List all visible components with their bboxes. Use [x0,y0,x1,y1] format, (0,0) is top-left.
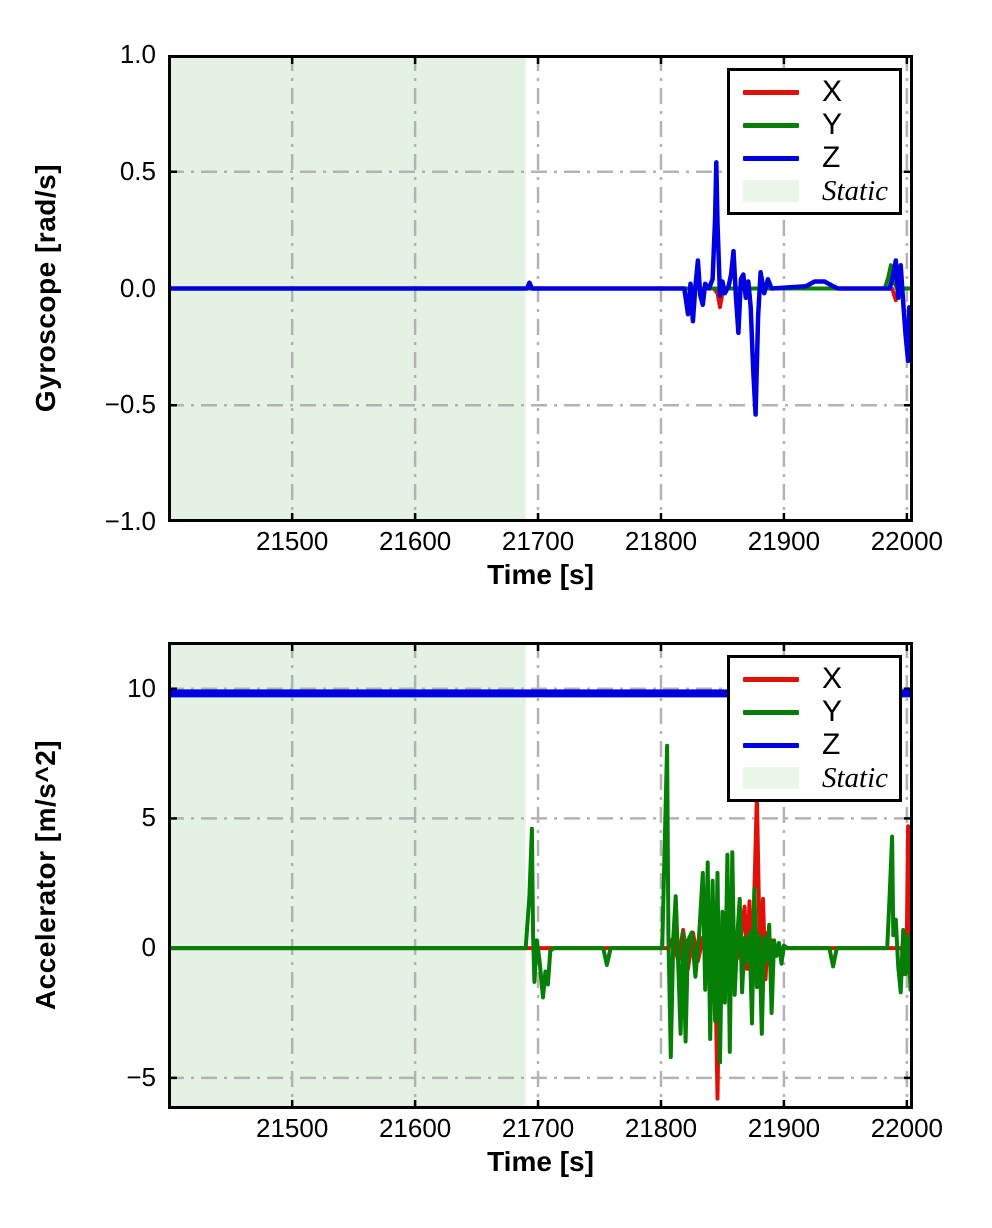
gyroscope-chart: Gyroscope [rad/s] X Y Z Static Time [s] 1.0… [0,0,992,600]
y-tick-label: 1.0 [119,39,156,69]
static-region [168,642,526,1109]
x-tick-label: 21800 [624,1113,698,1143]
y-tick-label: 0.0 [119,272,156,303]
legend-row-z: Z [743,142,899,175]
plot-border [168,55,913,522]
legend-line-swatch-x [743,89,799,95]
accelerator-y-axis-label: Accelerator [m/s^2] [30,739,61,1011]
gyroscope-x-axis-label: Time [s] [487,559,594,590]
legend-label-x: X [822,662,843,695]
accelerator-x-axis-label: Time [s] [487,1146,594,1177]
legend-label-z: Z [822,728,841,761]
legend-patch-swatch-static [743,180,799,202]
y-tick-label: −0.5 [104,389,156,420]
x-tick-label: 21500 [256,1113,329,1143]
legend-label-static: Static [822,175,889,207]
y-tick-label: 0 [141,932,156,963]
gyroscope-plot-area [168,55,913,522]
plot-border [168,642,913,1109]
legend-row-static: Static [743,175,899,208]
x-tick-label: 21800 [624,526,698,556]
legend-row-x: X [743,663,899,696]
x-tick-label: 22000 [870,526,943,556]
x-tick-label: 21500 [256,526,329,556]
accelerator-plot-area [168,642,913,1109]
x-tick-label: 21900 [747,1113,821,1143]
legend-line-swatch-z [743,742,799,748]
x-tick-label: 21700 [501,526,575,556]
y-tick-label: −1.0 [104,506,156,536]
legend-row-static: Static [743,762,899,795]
legend-line-swatch-y [743,709,799,715]
legend-row-y: Y [743,109,899,142]
legend-patch-swatch-static [743,767,799,789]
y-tick-label: 0.5 [119,155,156,186]
x-tick-label: 21700 [501,1113,575,1143]
series-line-z [168,160,913,417]
legend-row-x: X [743,76,899,109]
accelerator-legend: X Y Z Static [727,655,902,802]
gyroscope-plot-canvas [168,55,913,522]
legend-row-z: Z [743,729,899,762]
legend-line-swatch-y [743,122,799,128]
x-tick-label: 21600 [378,526,452,556]
legend-line-swatch-z [743,155,799,161]
series-line-y [168,743,913,1065]
legend-label-y: Y [822,695,843,728]
legend-row-y: Y [743,696,899,729]
gyroscope-legend: X Y Z Static [727,68,902,215]
legend-label-y: Y [822,108,843,141]
x-tick-label: 22000 [870,1113,943,1143]
legend-label-x: X [822,75,843,108]
legend-label-z: Z [822,141,841,174]
y-tick-label: 10 [127,672,156,703]
accelerator-plot-canvas [168,642,913,1109]
y-tick-label: −5 [126,1061,156,1092]
legend-line-swatch-x [743,676,799,682]
x-tick-label: 21900 [747,526,821,556]
x-tick-label: 21600 [378,1113,452,1143]
legend-label-static: Static [822,762,889,794]
y-tick-label: 5 [141,802,156,833]
accelerator-chart: Accelerator [m/s^2] X Y Z Static Time [s] 1… [0,587,992,1228]
